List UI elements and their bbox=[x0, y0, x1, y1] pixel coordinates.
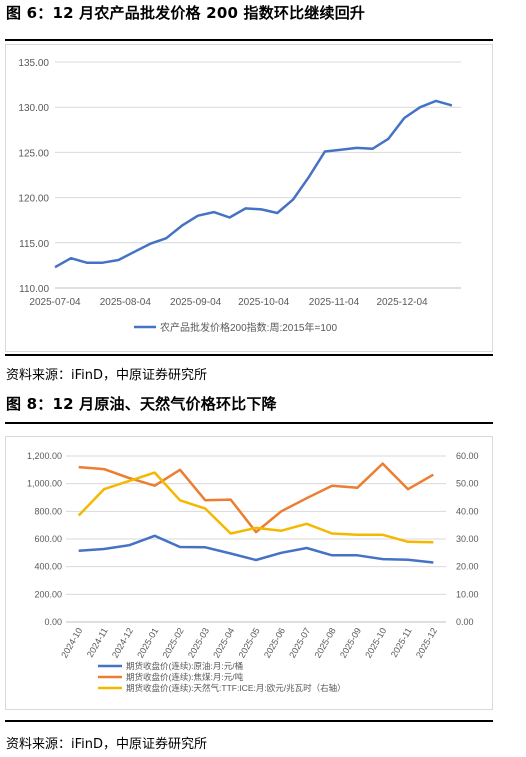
chart-2-y-right-tick-label: 10.00 bbox=[456, 589, 479, 599]
chart-2-x-tick-label: 2025-09 bbox=[338, 626, 363, 660]
chart-2-y-right-tick-label: 20.00 bbox=[456, 562, 479, 572]
figure-1-source: 资料来源：iFinD，中原证券研究所 bbox=[6, 368, 208, 383]
chart-1-x-tick-label: 2025-12-04 bbox=[376, 297, 428, 308]
chart-2-svg: 0.00 200.00 400.00 600.00 800.00 1,000.00 1,20… bbox=[27, 451, 479, 693]
figure-1-title: 图 6：12 月农产品批发价格 200 指数环比继续回升 bbox=[6, 4, 366, 22]
chart-1-x-tick-label: 2025-10-04 bbox=[238, 297, 290, 308]
chart-2-x-tick-label: 2025-06 bbox=[262, 626, 287, 660]
chart-1-y-tick-label: 130.00 bbox=[18, 103, 49, 114]
chart-2-x-tick-label: 2025-07 bbox=[287, 626, 312, 660]
chart-2-legend-label-2: 期货收盘价(连续):焦煤:月:元/吨 bbox=[126, 672, 244, 682]
chart-1-frame: 110.00 115.00 120.00 125.00 130.00 135.00 2025… bbox=[5, 44, 493, 352]
chart-1-y-tick-label: 115.00 bbox=[19, 239, 49, 250]
figure-2-title-rule bbox=[5, 422, 493, 424]
chart-1-svg: 110.00 115.00 120.00 125.00 130.00 135.00 2025… bbox=[18, 58, 461, 334]
chart-2-x-tick-label: 2025-05 bbox=[237, 626, 262, 660]
figure-2-bottom-rule bbox=[5, 720, 493, 722]
chart-2-y-left-tick-label: 600.00 bbox=[34, 534, 62, 544]
chart-2-y-left-tick-label: 400.00 bbox=[34, 562, 62, 572]
chart-1-series-line bbox=[54, 99, 453, 269]
chart-1-legend-label: 农产品批发价格200指数:周:2015年=100 bbox=[160, 321, 337, 334]
chart-2-frame: 0.00 200.00 400.00 600.00 800.00 1,000.00 1,20… bbox=[5, 436, 493, 710]
chart-2-x-tick-label: 2024-10 bbox=[59, 626, 84, 660]
chart-1-x-tick-label: 2025-09-04 bbox=[170, 297, 222, 308]
chart-2-x-tick-label: 2025-02 bbox=[161, 626, 186, 660]
chart-2-x-tick-label: 2025-04 bbox=[211, 626, 236, 660]
figure-2-source: 资料来源：iFinD，中原证券研究所 bbox=[6, 737, 208, 752]
figure-1-title-rule bbox=[5, 39, 493, 41]
chart-2-y-right-tick-label: 50.00 bbox=[456, 479, 479, 489]
chart-1-y-tick-label: 135.00 bbox=[18, 58, 49, 69]
chart-2-x-tick-label: 2024-12 bbox=[110, 626, 135, 660]
chart-2-series-line-1 bbox=[78, 534, 434, 564]
chart-1-x-tick-label: 2025-07-04 bbox=[29, 297, 81, 308]
chart-1-y-tick-label: 120.00 bbox=[18, 194, 49, 205]
chart-2-legend-label-1: 期货收盘价(连续):原油:月:元/桶 bbox=[126, 661, 243, 671]
chart-2-x-tick-label: 2025-08 bbox=[313, 626, 338, 660]
chart-2-y-left-tick-label: 0.00 bbox=[44, 617, 62, 627]
chart-1-y-tick-label: 125.00 bbox=[18, 148, 49, 159]
chart-2-y-left-tick-label: 1,200.00 bbox=[27, 451, 62, 461]
chart-2-y-right-tick-label: 0.00 bbox=[456, 617, 474, 627]
chart-1-x-tick-label: 2025-08-04 bbox=[100, 297, 152, 308]
chart-2-x-tick-label: 2025-01 bbox=[135, 626, 160, 660]
chart-2-y-left-tick-label: 1,000.00 bbox=[27, 479, 62, 489]
chart-2-y-left-tick-label: 800.00 bbox=[34, 506, 62, 516]
chart-2-x-tick-label: 2025-12 bbox=[414, 626, 439, 660]
chart-2-y-right-tick-label: 30.00 bbox=[456, 534, 479, 544]
chart-2-series-line-2 bbox=[78, 462, 434, 534]
chart-1-x-tick-label: 2025-11-04 bbox=[309, 297, 360, 308]
chart-2-legend-label-3: 期货收盘价(连续):天然气:TTF:ICE:月:欧元/兆瓦时（右轴） bbox=[126, 683, 346, 693]
chart-2-y-left-tick-label: 200.00 bbox=[34, 589, 62, 599]
chart-2-series-line-3 bbox=[77, 471, 434, 544]
chart-2-x-tick-label: 2025-11 bbox=[389, 626, 414, 659]
figure-2-title: 图 8：12 月原油、天然气价格环比下降 bbox=[6, 395, 277, 413]
figure-1-bottom-rule bbox=[5, 354, 493, 356]
chart-2-x-tick-label: 2024-11 bbox=[85, 626, 110, 659]
chart-2-y-right-tick-label: 40.00 bbox=[456, 506, 479, 516]
chart-1-y-tick-label: 110.00 bbox=[19, 284, 49, 295]
chart-2-x-tick-label: 2025-03 bbox=[186, 626, 211, 660]
chart-2-y-right-tick-label: 60.00 bbox=[456, 451, 479, 461]
chart-2-x-tick-label: 2025-10 bbox=[363, 626, 388, 660]
